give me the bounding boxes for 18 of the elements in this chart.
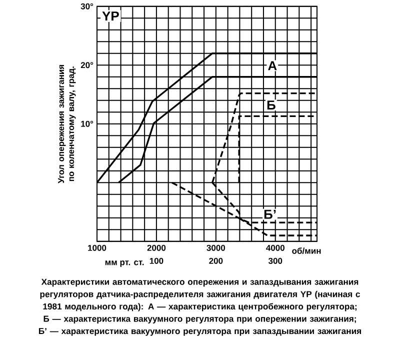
x2-tick-label: 100 — [150, 258, 164, 264]
y-tick-label: 20° — [80, 62, 94, 68]
x-tick-label: 4000 — [266, 244, 284, 251]
x-axis-title: об/мин — [292, 247, 321, 254]
annotation: А — [268, 61, 277, 70]
x2-tick-label: 300 — [268, 258, 282, 264]
y-axis-title: Угол опережения зажигания по коленчатому валу, град. — [58, 64, 76, 184]
y-tick-label: 30° — [80, 3, 94, 10]
text: Характеристики автоматического опережения и запаздывания зажигания регуляторов датчика-распределителя зажигания двигателя YP (начиная с 1981 модельного года): А — характеристика центробежного регулятора; Б — характеристика вакуумного регулятора при опережении зажигания; Б’ — характеристика вакуумного регулятора при запаздывании зажигания — [38, 278, 362, 336]
chart-title: YP — [102, 11, 119, 20]
annotation: Б’ — [264, 210, 276, 219]
x2-axis-title: мм рт. ст. — [105, 260, 144, 267]
x-tick-label: 1000 — [88, 244, 106, 251]
annotation: Б — [267, 100, 276, 110]
x2-tick-label: 200 — [209, 258, 223, 264]
x-tick-label: 2000 — [147, 244, 166, 251]
y-tick-label: 10° — [81, 120, 94, 127]
x-tick-label: 3000 — [206, 244, 226, 251]
